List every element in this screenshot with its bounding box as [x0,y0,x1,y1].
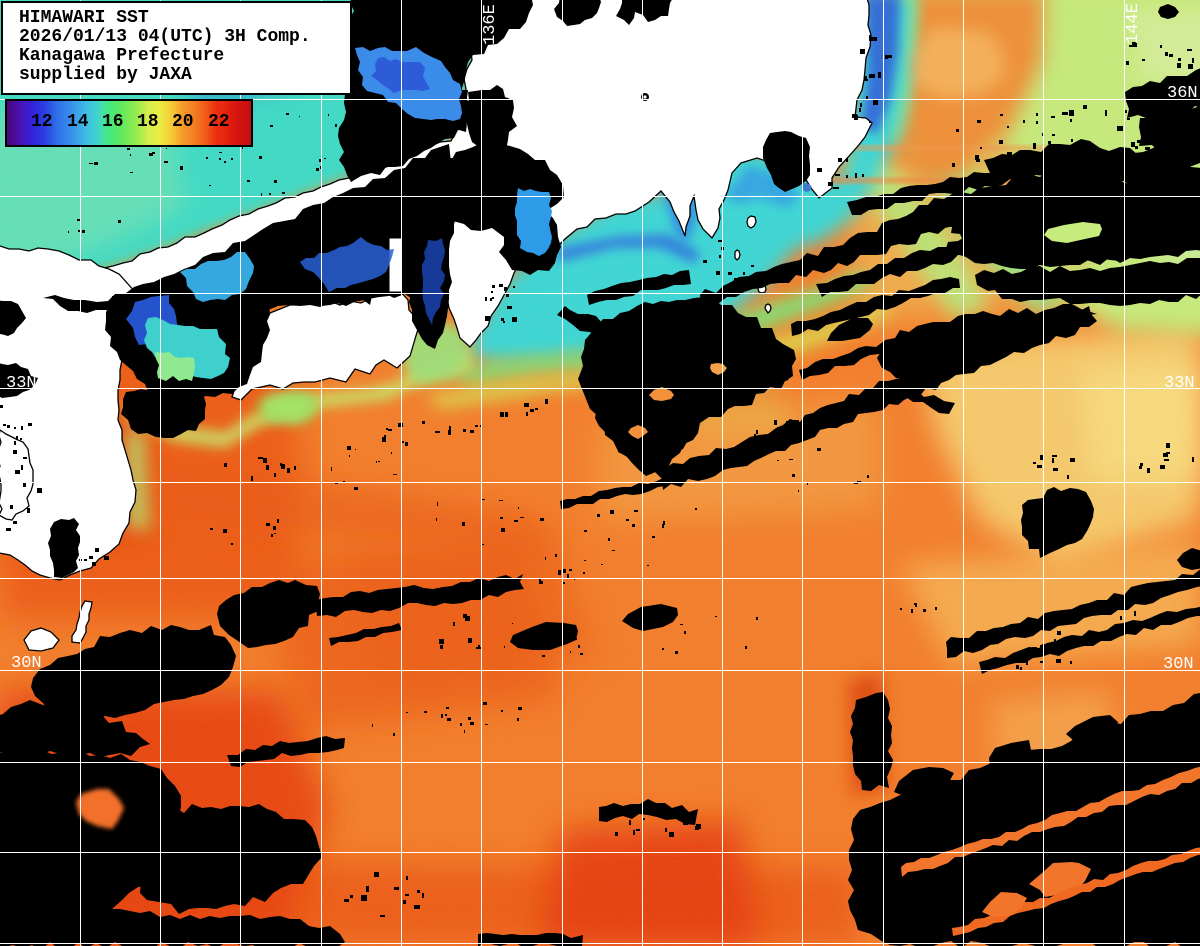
svg-text:33N: 33N [6,374,37,393]
svg-text:33N: 33N [1164,374,1195,393]
svg-text:136E: 136E [481,4,500,45]
svg-text:36N: 36N [1167,84,1198,103]
svg-text:30N: 30N [1163,655,1194,674]
svg-text:144E: 144E [1124,3,1143,44]
svg-text:30N: 30N [11,654,42,673]
